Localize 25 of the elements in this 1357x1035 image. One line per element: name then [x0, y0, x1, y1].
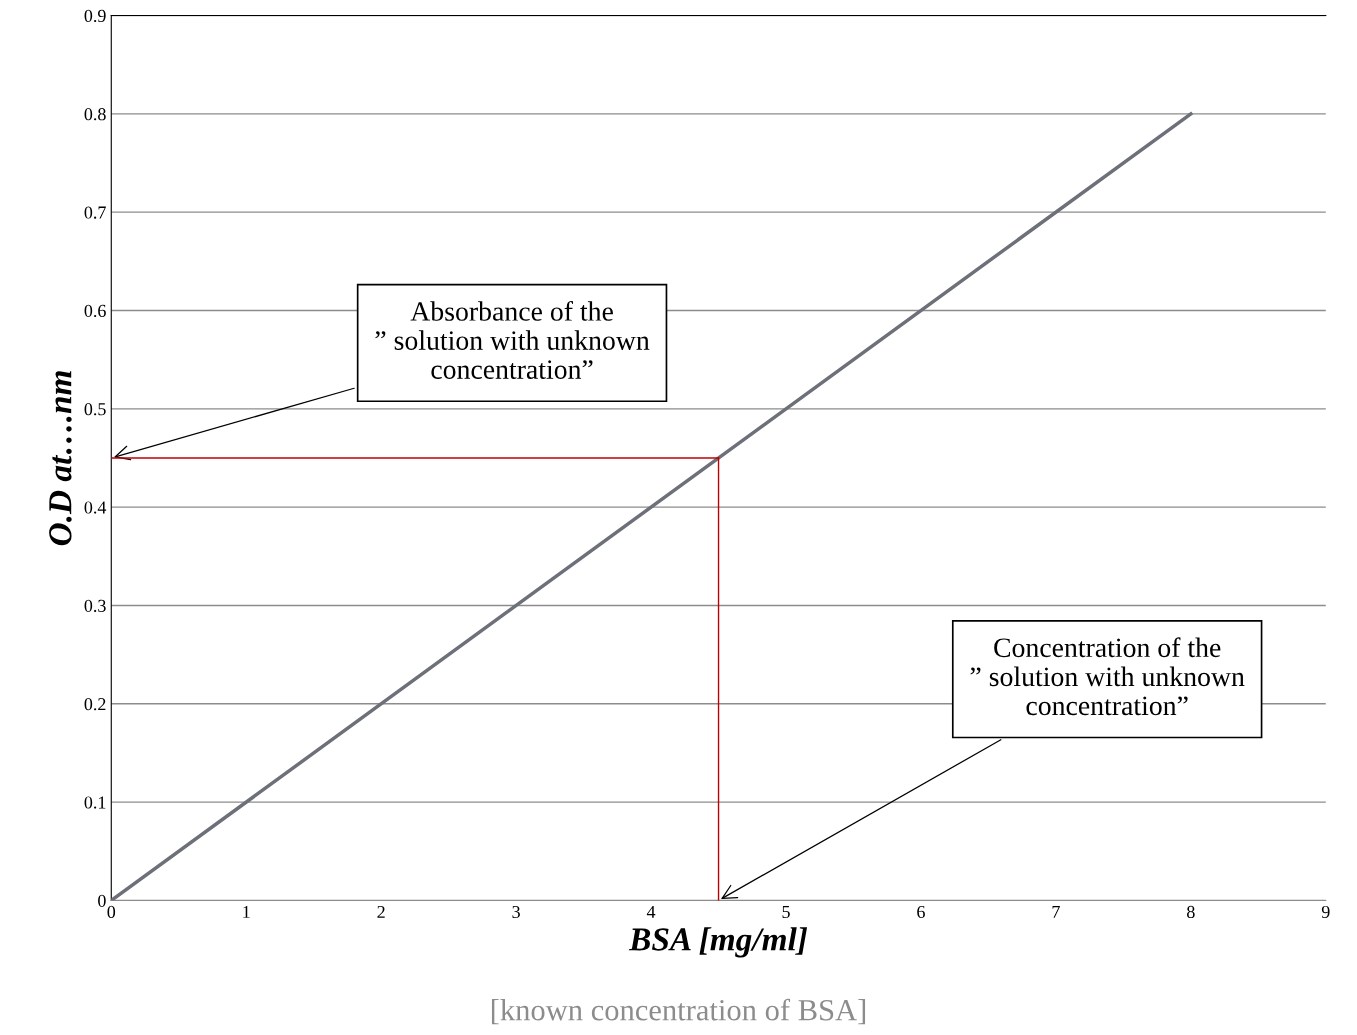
- x-tick-label: 0: [107, 905, 116, 919]
- annotation: Absorbance of the ” solution with unknown concentration”: [375, 301, 650, 379]
- x-tick-label: 2: [377, 905, 385, 918]
- x-tick-label: 5: [782, 906, 790, 919]
- x-tick-label: 7: [1052, 906, 1060, 918]
- y-tick-label: 0: [98, 894, 106, 907]
- y-tick-label: 0.4: [84, 501, 107, 514]
- x-tick-label: 6: [917, 905, 925, 919]
- text: [known concentration of BSA]: [491, 998, 866, 1025]
- y-tick-label: 0.6: [84, 304, 106, 318]
- y-tick-label: 0.1: [84, 796, 106, 809]
- x-tick-label: 8: [1187, 905, 1195, 919]
- y-tick-label: 0.7: [84, 206, 106, 219]
- y-tick-label: 0.9: [84, 9, 106, 23]
- x-axis-title: BSA [mg/ml]: [628, 927, 808, 958]
- y-tick-label: 0.8: [84, 108, 106, 121]
- y-axis-title: O.D at….nm: [49, 371, 72, 546]
- y-tick-label: 0.5: [84, 403, 106, 416]
- x-tick-label: 9: [1321, 905, 1330, 919]
- x-tick-label: 4: [646, 905, 656, 918]
- x-tick-label: 3: [512, 905, 520, 919]
- annotation: Concentration of the ” solution with unknown concentration”: [970, 637, 1245, 716]
- x-tick-label: 1: [243, 905, 250, 918]
- y-tick-label: 0.2: [84, 698, 106, 711]
- y-tick-label: 0.3: [84, 599, 106, 612]
